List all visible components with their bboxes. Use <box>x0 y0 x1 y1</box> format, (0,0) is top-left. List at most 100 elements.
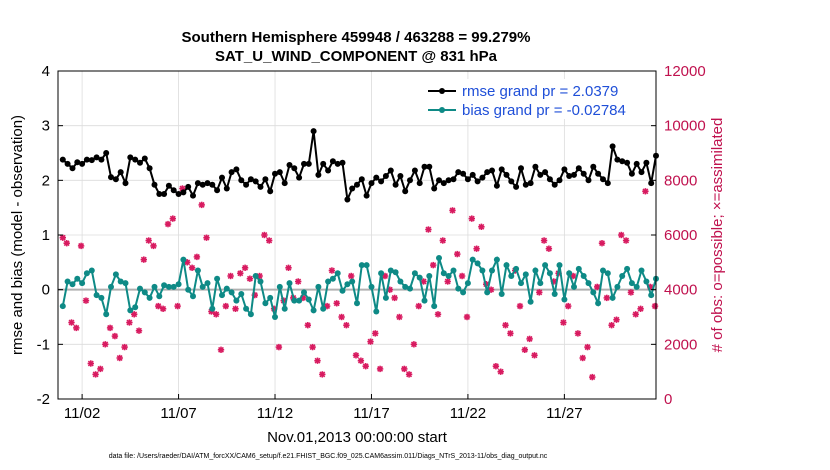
rmse-point <box>194 180 201 187</box>
obs-count-marker <box>444 278 451 285</box>
obs-count-marker <box>637 305 644 312</box>
rmse-point <box>305 160 312 167</box>
bias-point <box>402 283 409 290</box>
obs-marker-stroke <box>83 297 89 304</box>
bias-point <box>209 305 216 312</box>
obs-marker-stroke <box>406 371 413 378</box>
rmse-point <box>310 128 317 135</box>
bias-point <box>609 294 616 301</box>
bias-point <box>561 296 568 303</box>
obs-count-marker <box>502 322 509 329</box>
obs-marker-stroke <box>193 253 200 260</box>
chart-title: Southern Hemisphere 459948 / 463288 = 99… <box>182 29 531 46</box>
obs-marker-stroke <box>420 278 427 285</box>
bias-point <box>156 293 163 300</box>
obs-marker-stroke <box>613 316 620 323</box>
y-tick-label: 2 <box>42 172 50 189</box>
rmse-point <box>484 169 491 176</box>
rmse-point <box>69 165 76 172</box>
obs-count-marker <box>372 330 379 337</box>
obs-count-marker <box>352 352 360 359</box>
bias-point <box>513 265 520 272</box>
rmse-point <box>527 180 534 187</box>
obs-marker-stroke <box>637 305 644 312</box>
bias-point <box>194 267 201 274</box>
rmse-point <box>498 166 505 173</box>
obs-count-marker <box>439 237 446 244</box>
rmse-series-line <box>62 130 657 204</box>
bias-point <box>440 270 447 277</box>
obs-count-marker <box>73 324 80 332</box>
rmse-point <box>354 181 360 188</box>
obs-marker-stroke <box>348 273 355 279</box>
rmse-point <box>397 173 404 179</box>
obs-marker-stroke <box>155 303 162 310</box>
legend: rmse grand pr = 2.0379 bias grand pr = -… <box>422 79 648 119</box>
obs-count-marker <box>92 371 99 378</box>
obs-marker-stroke <box>478 223 485 230</box>
obs-count-marker <box>632 311 639 318</box>
bias-point <box>151 283 158 290</box>
legend-rmse-marker <box>439 88 445 94</box>
obs-count-marker <box>222 302 230 310</box>
obs-count-marker <box>434 311 442 318</box>
rmse-point <box>566 173 573 179</box>
rmse-point <box>228 169 235 176</box>
obs-marker-stroke <box>507 330 514 337</box>
bias-point <box>146 294 153 301</box>
bias-point <box>320 305 327 312</box>
x-axis-label: Nov.01,2013 00:00:00 start <box>267 429 448 446</box>
bias-point <box>247 311 254 318</box>
rmse-point <box>460 170 467 177</box>
obs-count-marker <box>468 215 475 222</box>
x-tick-label: 11/12 <box>257 405 293 422</box>
obs-count-marker <box>59 234 66 241</box>
obs-marker-stroke <box>517 303 523 310</box>
obs-count-marker <box>68 319 75 326</box>
legend-box <box>422 79 648 119</box>
bias-point <box>580 273 587 279</box>
rmse-point <box>267 188 274 195</box>
obs-marker-stroke <box>372 330 379 337</box>
bias-point <box>450 267 457 274</box>
obs-count-marker <box>391 294 398 302</box>
obs-marker-stroke <box>377 365 384 372</box>
bias-point <box>373 308 380 315</box>
bias-point <box>503 262 510 269</box>
rmse-point <box>604 180 611 187</box>
obs-marker-stroke <box>541 237 548 244</box>
bias-point <box>363 262 370 269</box>
obs-marker-stroke <box>160 305 167 312</box>
rmse-point <box>272 170 278 177</box>
bias-point <box>619 273 626 279</box>
obs-marker-stroke <box>435 311 441 318</box>
bias-point <box>416 274 423 281</box>
bias-point <box>325 278 332 285</box>
obs-marker-stroke <box>218 346 224 353</box>
obs-count-marker <box>155 302 162 310</box>
obs-count-marker <box>97 365 104 373</box>
y-right-tick-label: 8000 <box>664 172 697 189</box>
axis-ticks: -2 -1 0 1 2 3 4 0 2000 4000 6000 8000 10000 12000 11/0… <box>37 63 706 422</box>
rmse-point <box>98 156 105 163</box>
bias-point <box>489 267 495 274</box>
obs-marker-stroke <box>222 303 229 310</box>
rmse-point <box>426 163 433 170</box>
bias-point <box>522 271 529 278</box>
obs-marker-stroke <box>473 245 480 252</box>
obs-marker-stroke <box>627 289 634 296</box>
obs-marker-stroke <box>415 303 422 310</box>
obs-marker-stroke <box>536 289 543 296</box>
rmse-point <box>571 171 577 178</box>
rmse-point <box>595 170 602 177</box>
obs-count-marker <box>246 275 254 282</box>
obs-marker-stroke <box>237 270 244 277</box>
obs-marker-stroke <box>468 215 475 222</box>
obs-marker-stroke <box>410 341 417 348</box>
rmse-point <box>238 177 245 184</box>
obs-count-marker <box>333 300 340 307</box>
x-tick-label: 11/22 <box>450 405 486 422</box>
bias-point <box>108 283 114 290</box>
bias-point <box>132 304 139 311</box>
obs-count-marker <box>261 231 268 239</box>
